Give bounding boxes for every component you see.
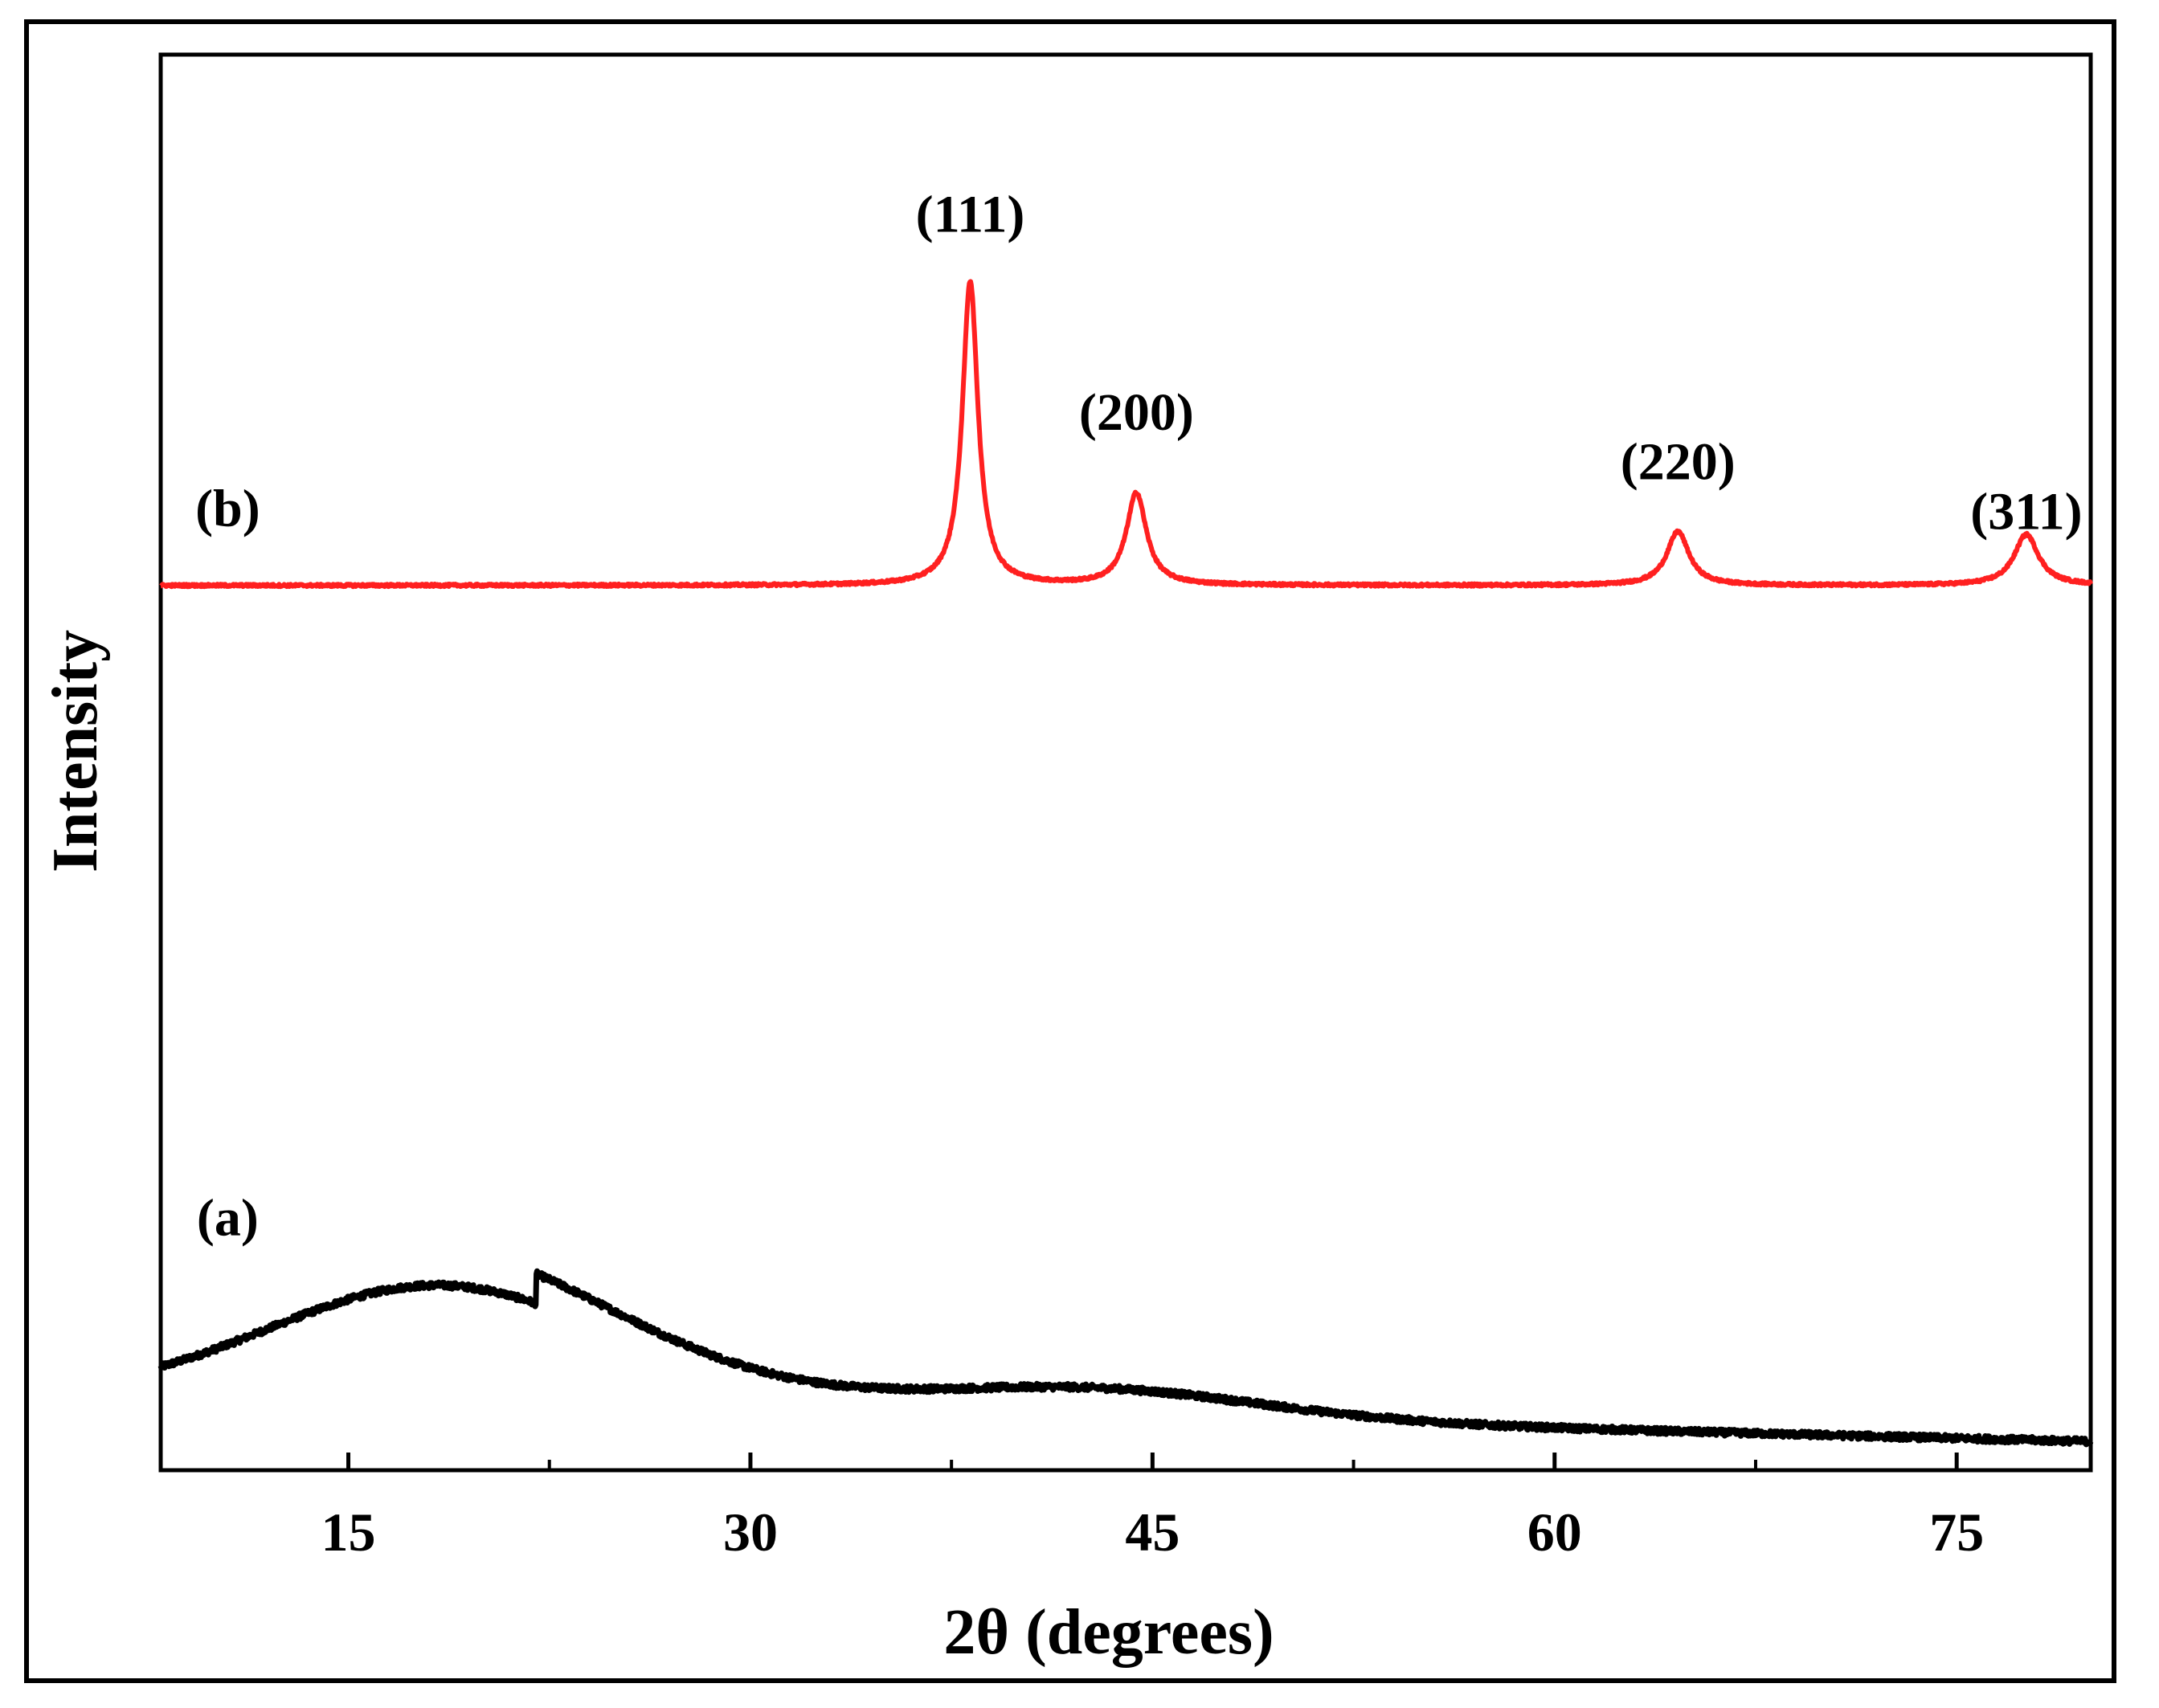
plot-area-frame [158, 52, 2093, 1473]
annotation-220: (220) [1621, 433, 1736, 492]
x-tick-label-15: 15 [321, 1502, 376, 1563]
annotation-b: (b) [195, 480, 260, 538]
x-axis-title: 2θ (degrees) [943, 1597, 1274, 1668]
x-tick-label-60: 60 [1527, 1502, 1582, 1563]
annotation-a: (a) [197, 1189, 259, 1248]
annotation-111: (111) [916, 185, 1025, 243]
annotation-200: (200) [1079, 383, 1194, 442]
series-line-a [157, 1268, 2094, 1448]
annotation-layer: (111) (200) (220) (311) (b) (a) [195, 185, 2083, 1247]
y-axis-title: Intensity [40, 630, 111, 872]
series-line-b [158, 279, 2093, 590]
x-tick-label-45: 45 [1125, 1502, 1180, 1563]
annotation-311: (311) [1970, 482, 2082, 541]
x-tick-label-30: 30 [723, 1502, 778, 1563]
x-tick-label-75: 75 [1929, 1502, 1984, 1563]
figure-frame [24, 19, 2116, 1683]
x-axis-ticks: 15 30 45 60 75 [321, 1453, 1984, 1563]
series-layer [157, 279, 2094, 1448]
